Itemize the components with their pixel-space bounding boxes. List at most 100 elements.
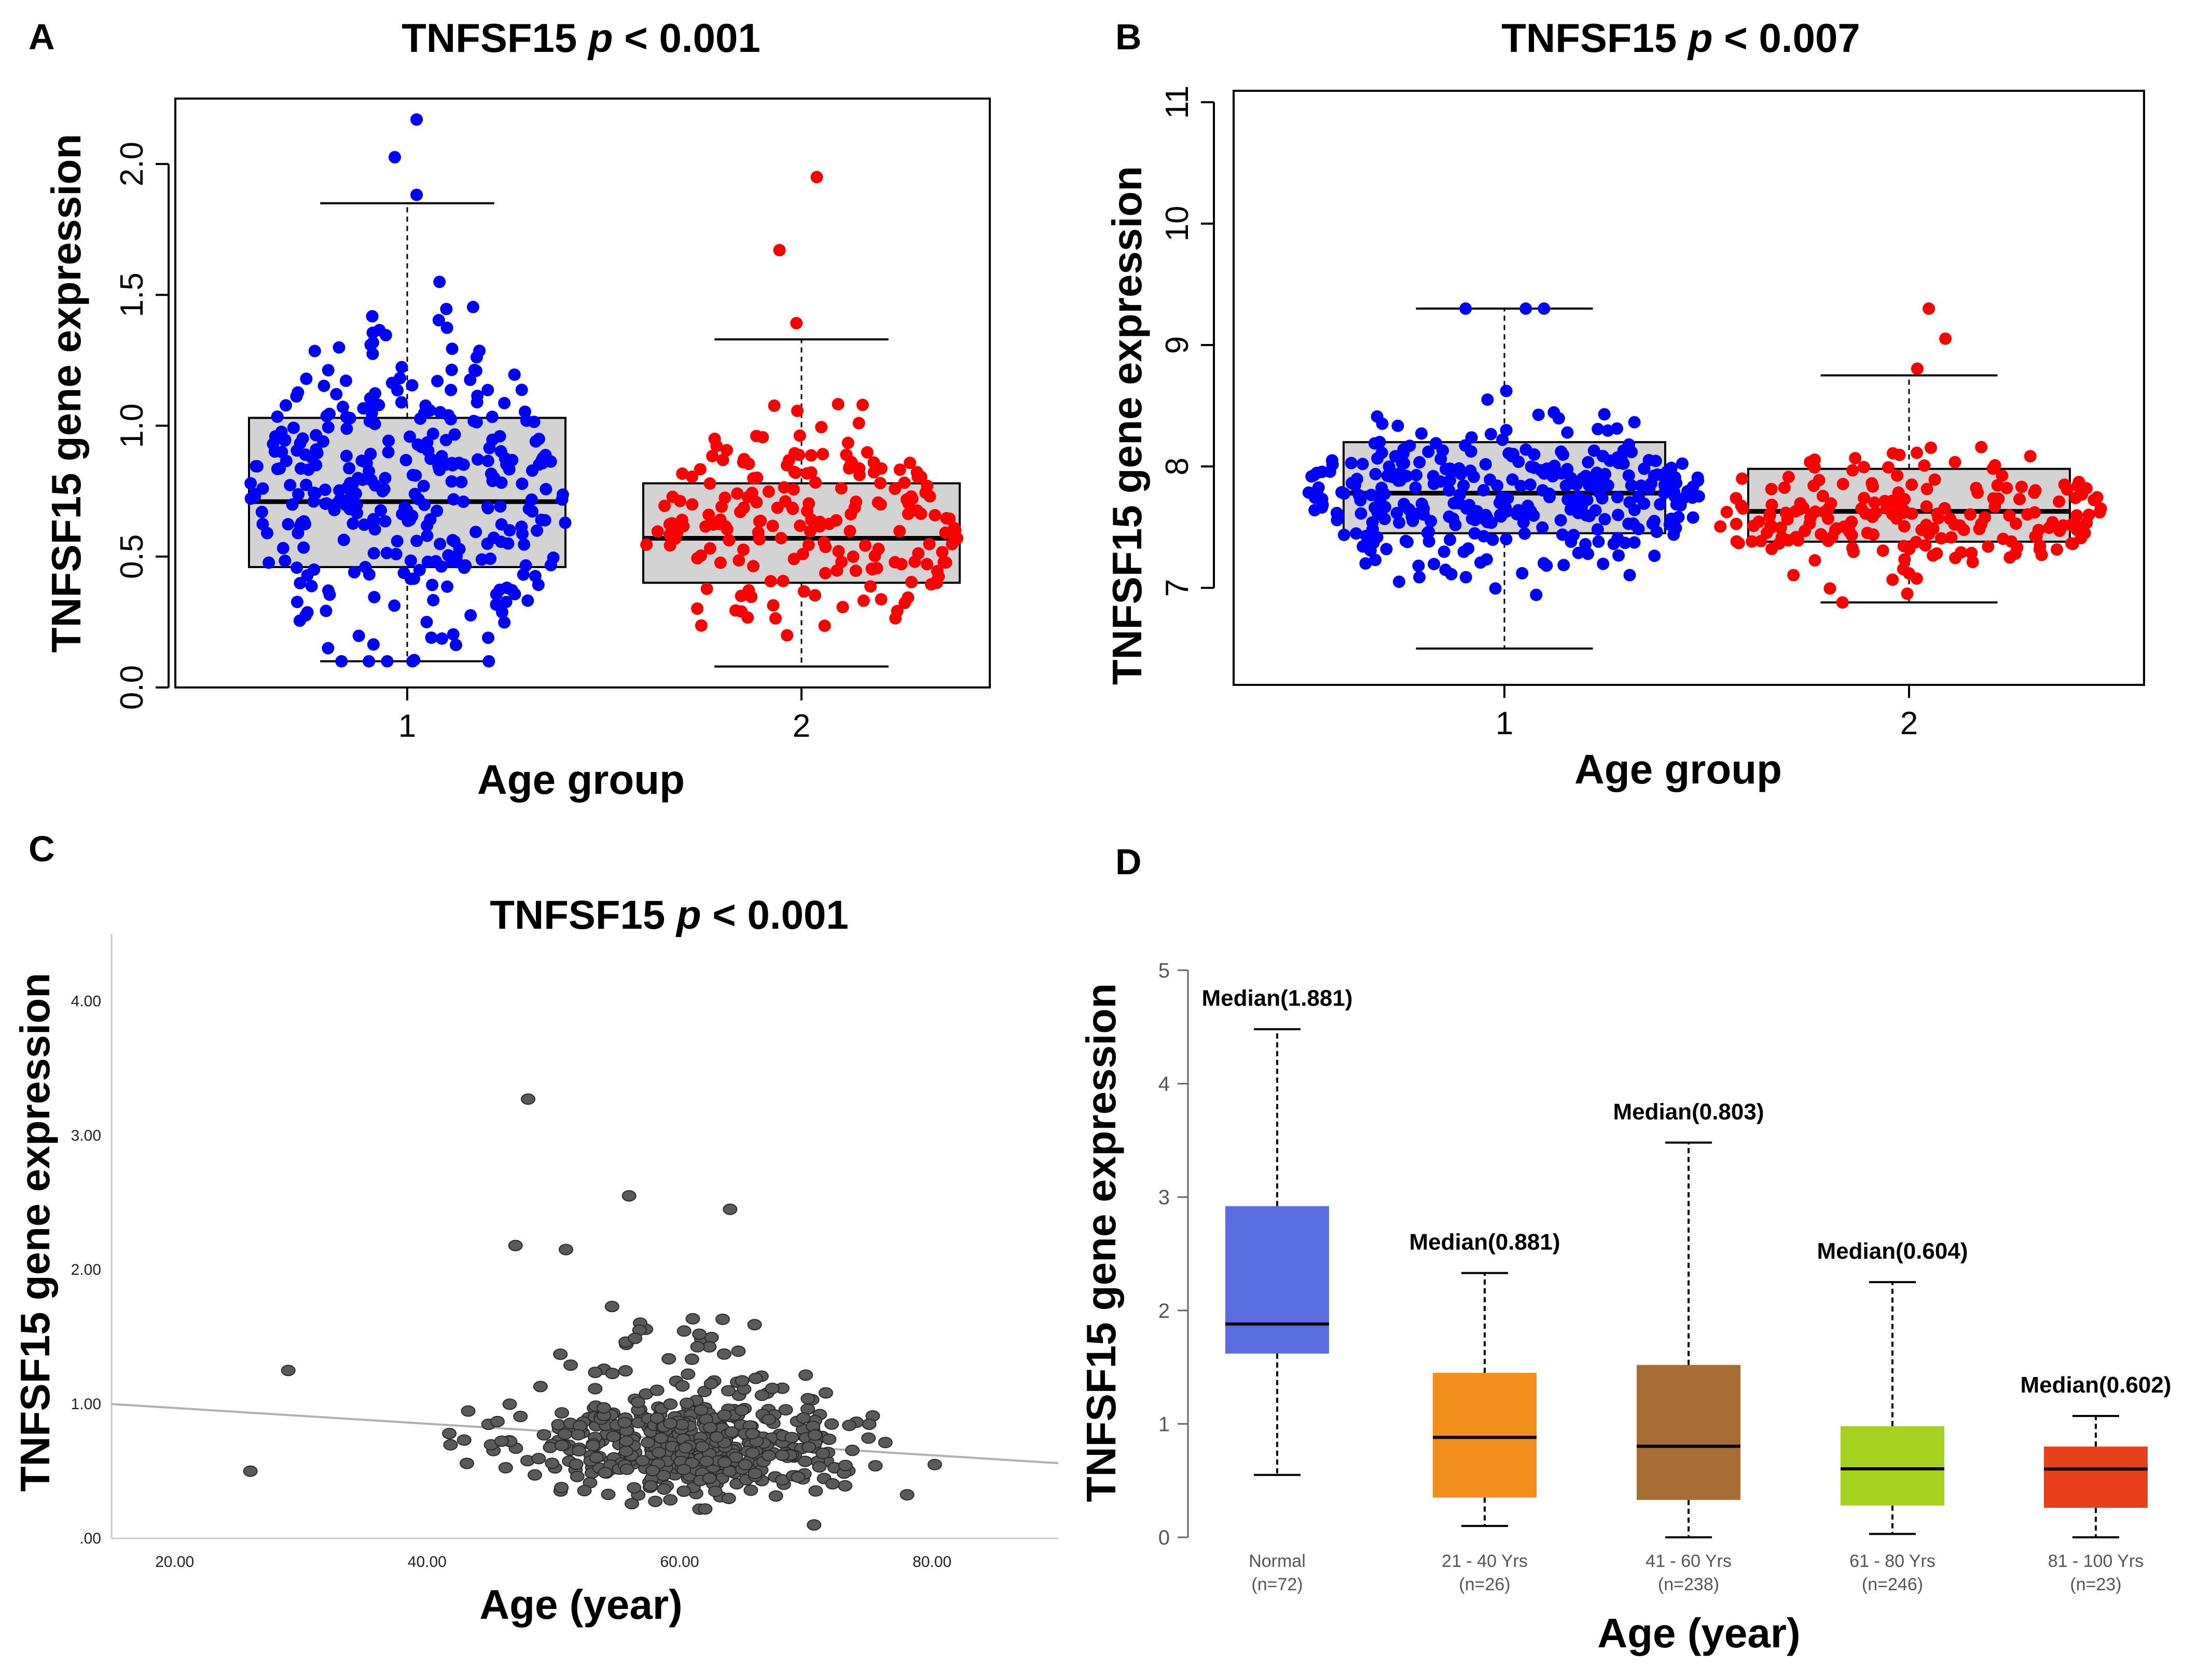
data-point: [284, 479, 296, 491]
data-point: [406, 379, 418, 392]
data-point: [366, 310, 379, 323]
median-label: Median(0.602): [2021, 1372, 2172, 1398]
panel-b-plot-frame: [1234, 91, 2144, 685]
data-point: [407, 469, 419, 481]
data-point: [847, 550, 860, 563]
data-point: [363, 568, 376, 581]
median-label: Median(0.881): [1409, 1230, 1560, 1255]
data-point: [532, 579, 545, 591]
data-point: [444, 1440, 458, 1450]
data-point: [388, 599, 400, 612]
data-point: [1859, 507, 1872, 520]
data-point: [1422, 446, 1434, 458]
data-point: [716, 1314, 729, 1325]
data-point: [677, 1486, 690, 1496]
data-point: [1886, 573, 1899, 586]
data-point: [1676, 458, 1689, 470]
data-point: [866, 563, 878, 575]
data-point: [269, 445, 281, 458]
data-point: [322, 364, 335, 377]
data-point: [1500, 385, 1513, 397]
data-point: [367, 638, 380, 651]
data-point: [663, 528, 676, 541]
data-point: [1672, 511, 1685, 524]
data-point: [1627, 517, 1639, 530]
y-tick-label: .00: [79, 1530, 101, 1547]
data-point: [1447, 513, 1459, 525]
data-point: [282, 518, 294, 530]
data-point: [468, 364, 481, 376]
data-point: [932, 570, 945, 583]
data-point: [809, 589, 821, 601]
data-point: [652, 525, 664, 538]
y-tick-label: 3.00: [71, 1127, 101, 1144]
data-point: [443, 1428, 456, 1439]
data-point: [473, 345, 486, 357]
data-point: [710, 1432, 724, 1442]
data-point: [1837, 478, 1849, 490]
data-point: [378, 483, 391, 495]
data-point: [1599, 513, 1611, 526]
data-point: [762, 1414, 776, 1425]
data-point: [1393, 575, 1405, 588]
data-point: [320, 604, 333, 617]
data-point: [698, 1504, 712, 1514]
data-point: [737, 456, 750, 469]
data-point: [921, 558, 933, 570]
data-point: [447, 493, 460, 505]
y-tick-label: 2.0: [114, 142, 150, 186]
data-point: [245, 492, 257, 505]
data-point: [446, 364, 458, 376]
data-point: [723, 534, 735, 546]
data-point: [483, 442, 496, 455]
data-point: [299, 448, 312, 461]
data-point: [1778, 481, 1791, 494]
data-point: [1517, 516, 1530, 529]
data-point: [680, 1398, 694, 1409]
data-point: [819, 567, 832, 580]
data-point: [469, 526, 482, 538]
data-point: [679, 1443, 693, 1453]
data-point: [802, 1442, 815, 1452]
panel-a-ylabel: TNFSF15 gene expression: [43, 134, 89, 653]
data-point: [1530, 589, 1542, 601]
data-point: [2080, 517, 2093, 529]
data-point: [421, 616, 433, 628]
data-point: [1901, 587, 1914, 600]
data-point: [297, 541, 310, 554]
data-point: [408, 654, 420, 666]
data-point: [858, 595, 870, 607]
panel-b-title: TNFSF15 p < 0.007: [1501, 15, 1860, 61]
data-point: [1787, 569, 1800, 582]
box: [1433, 1373, 1537, 1497]
data-point: [676, 1381, 689, 1391]
data-point: [413, 564, 426, 576]
data-point: [1877, 544, 1889, 557]
data-point: [869, 1461, 882, 1471]
data-point: [812, 1462, 826, 1472]
data-point: [244, 477, 257, 490]
data-point: [539, 514, 551, 527]
data-point: [763, 486, 775, 498]
data-point: [1982, 541, 1994, 553]
median-label: Median(0.803): [1613, 1099, 1764, 1124]
x-tick-label: 1: [398, 708, 416, 744]
data-point: [540, 483, 552, 495]
data-point: [864, 580, 877, 593]
panel-d-ylabel: TNFSF15 gene expression: [1078, 983, 1124, 1502]
data-point: [846, 1445, 859, 1455]
data-point: [929, 509, 941, 521]
data-point: [570, 1459, 583, 1469]
data-point: [1415, 428, 1428, 440]
data-point: [1462, 542, 1474, 555]
data-point: [750, 430, 763, 442]
data-point: [495, 518, 508, 531]
data-point: [628, 1333, 642, 1344]
data-point: [2067, 538, 2079, 550]
y-tick-label: 10: [1159, 206, 1195, 242]
panel-d-chart: 012345 Median(1.881)Normal(n=72)Median(0…: [1078, 959, 2171, 1656]
data-point: [1939, 333, 1952, 345]
data-point: [369, 418, 381, 430]
y-tick-label: 2: [1158, 1300, 1170, 1323]
data-point: [534, 1381, 547, 1392]
